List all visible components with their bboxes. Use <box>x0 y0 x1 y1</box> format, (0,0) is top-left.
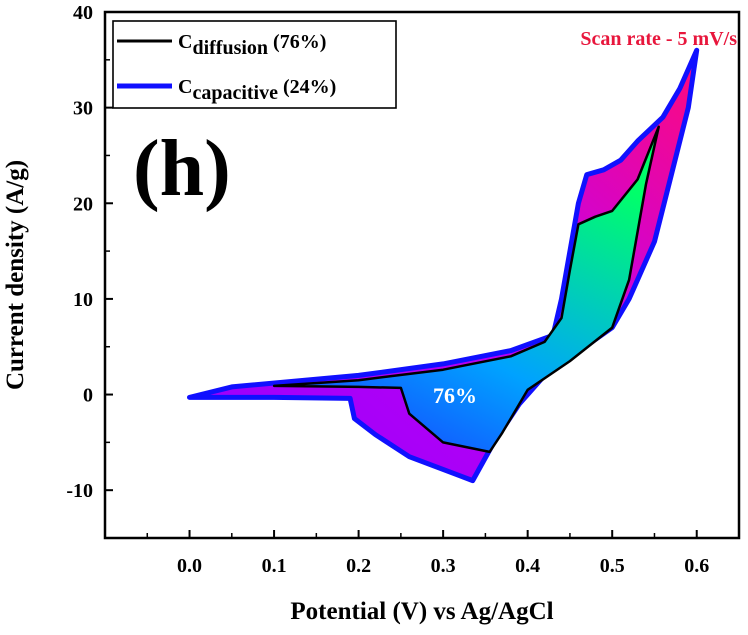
x-tick-label: 0.2 <box>346 555 371 577</box>
legend-sub-capacitive: capacitive <box>192 82 278 104</box>
scan-rate-annotation: Scan rate - 5 mV/s <box>580 28 737 50</box>
plot-frame <box>103 10 741 540</box>
x-tick-label: 0.3 <box>431 555 456 577</box>
y-ticks: -10 0 10 20 30 40 <box>66 2 113 539</box>
x-tick-label: 0.6 <box>684 555 709 577</box>
legend-box <box>112 20 397 109</box>
x-tick-label: 0.4 <box>515 555 540 577</box>
series-layer <box>187 47 700 484</box>
y-axis-title: Current density (A/g) <box>2 160 29 390</box>
y-tick-label: 10 <box>73 289 93 311</box>
x-tick-label: 0.0 <box>177 555 202 577</box>
legend-sub-diffusion: diffusion <box>192 37 268 59</box>
plot-area: 0.0 0.1 0.2 0.3 0.4 0.5 0.6 -10 0 10 20 30 40 76% S… <box>66 2 741 577</box>
legend: Cdiffusion (76%) Ccapacitive (24%) <box>112 20 397 109</box>
x-tick-label: 0.1 <box>262 555 287 577</box>
series-diffusion <box>272 125 660 454</box>
y-tick-label: -10 <box>66 480 93 502</box>
y-tick-label: 0 <box>83 385 93 407</box>
y-tick-label: 20 <box>73 193 93 215</box>
legend-suffix-capacitive: (24%) <box>278 76 336 98</box>
legend-suffix-diffusion: (76%) <box>268 31 326 53</box>
legend-label-capacitive: Ccapacitive (24%) <box>178 76 336 104</box>
x-ticks: 0.0 0.1 0.2 0.3 0.4 0.5 0.6 <box>146 530 740 577</box>
panel-label: (h) <box>133 125 231 213</box>
legend-prefix-capacitive: C <box>178 76 192 98</box>
y-tick-label: 40 <box>73 2 93 24</box>
y-tick-label: 30 <box>73 98 93 120</box>
x-tick-label: 0.5 <box>600 555 625 577</box>
x-axis-title: Potential (V) vs Ag/AgCl <box>290 598 553 625</box>
legend-prefix-diffusion: C <box>178 31 192 53</box>
inner-percent-label: 76% <box>433 383 477 408</box>
legend-label-diffusion: Cdiffusion (76%) <box>178 31 326 59</box>
